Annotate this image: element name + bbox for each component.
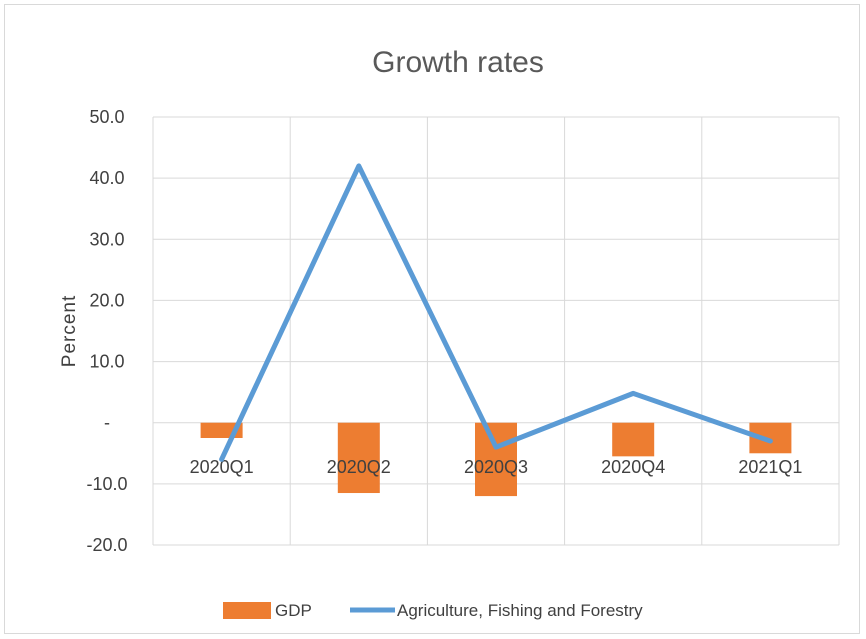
y-tick-label: 50.0	[89, 107, 124, 127]
y-tick-label: 40.0	[89, 168, 124, 188]
x-axis-ticks: 2020Q1 2020Q2 2020Q3 2020Q4 2021Q1	[190, 457, 803, 477]
legend-agriculture-label: Agriculture, Fishing and Forestry	[397, 601, 643, 620]
x-tick-label: 2020Q1	[190, 457, 254, 477]
y-tick-label: -	[104, 413, 110, 433]
y-axis-label: Percent	[59, 295, 80, 367]
chart-title: Growth rates	[372, 46, 544, 79]
gdp-bar	[337, 422, 380, 494]
y-tick-label: -20.0	[86, 535, 127, 555]
gridlines	[152, 116, 840, 546]
x-tick-label: 2020Q2	[327, 457, 391, 477]
legend-gdp-swatch	[223, 602, 271, 619]
y-tick-label: 30.0	[89, 229, 124, 249]
gdp-bar	[475, 422, 517, 497]
agriculture-line-series	[219, 163, 773, 462]
gdp-bar	[612, 422, 655, 457]
y-tick-label: 10.0	[89, 352, 124, 372]
y-axis-ticks: -20.0-10.0-10.020.030.040.050.0	[86, 107, 127, 555]
x-tick-label: 2020Q4	[601, 457, 665, 477]
x-tick-label: 2020Q3	[464, 457, 528, 477]
legend-gdp-label: GDP	[275, 601, 312, 620]
chart-container: Growth rates Percent 2020Q1 2020Q2 2020Q3 2…	[4, 4, 860, 634]
legend: GDP Agriculture, Fishing and Forestry	[223, 601, 643, 620]
chart-svg: Growth rates Percent 2020Q1 2020Q2 2020Q3 2…	[59, 46, 840, 620]
y-tick-label: -10.0	[86, 474, 127, 494]
gdp-bars	[200, 422, 792, 497]
x-tick-label: 2021Q1	[738, 457, 802, 477]
agriculture-line	[219, 163, 773, 462]
y-tick-label: 20.0	[89, 290, 124, 310]
